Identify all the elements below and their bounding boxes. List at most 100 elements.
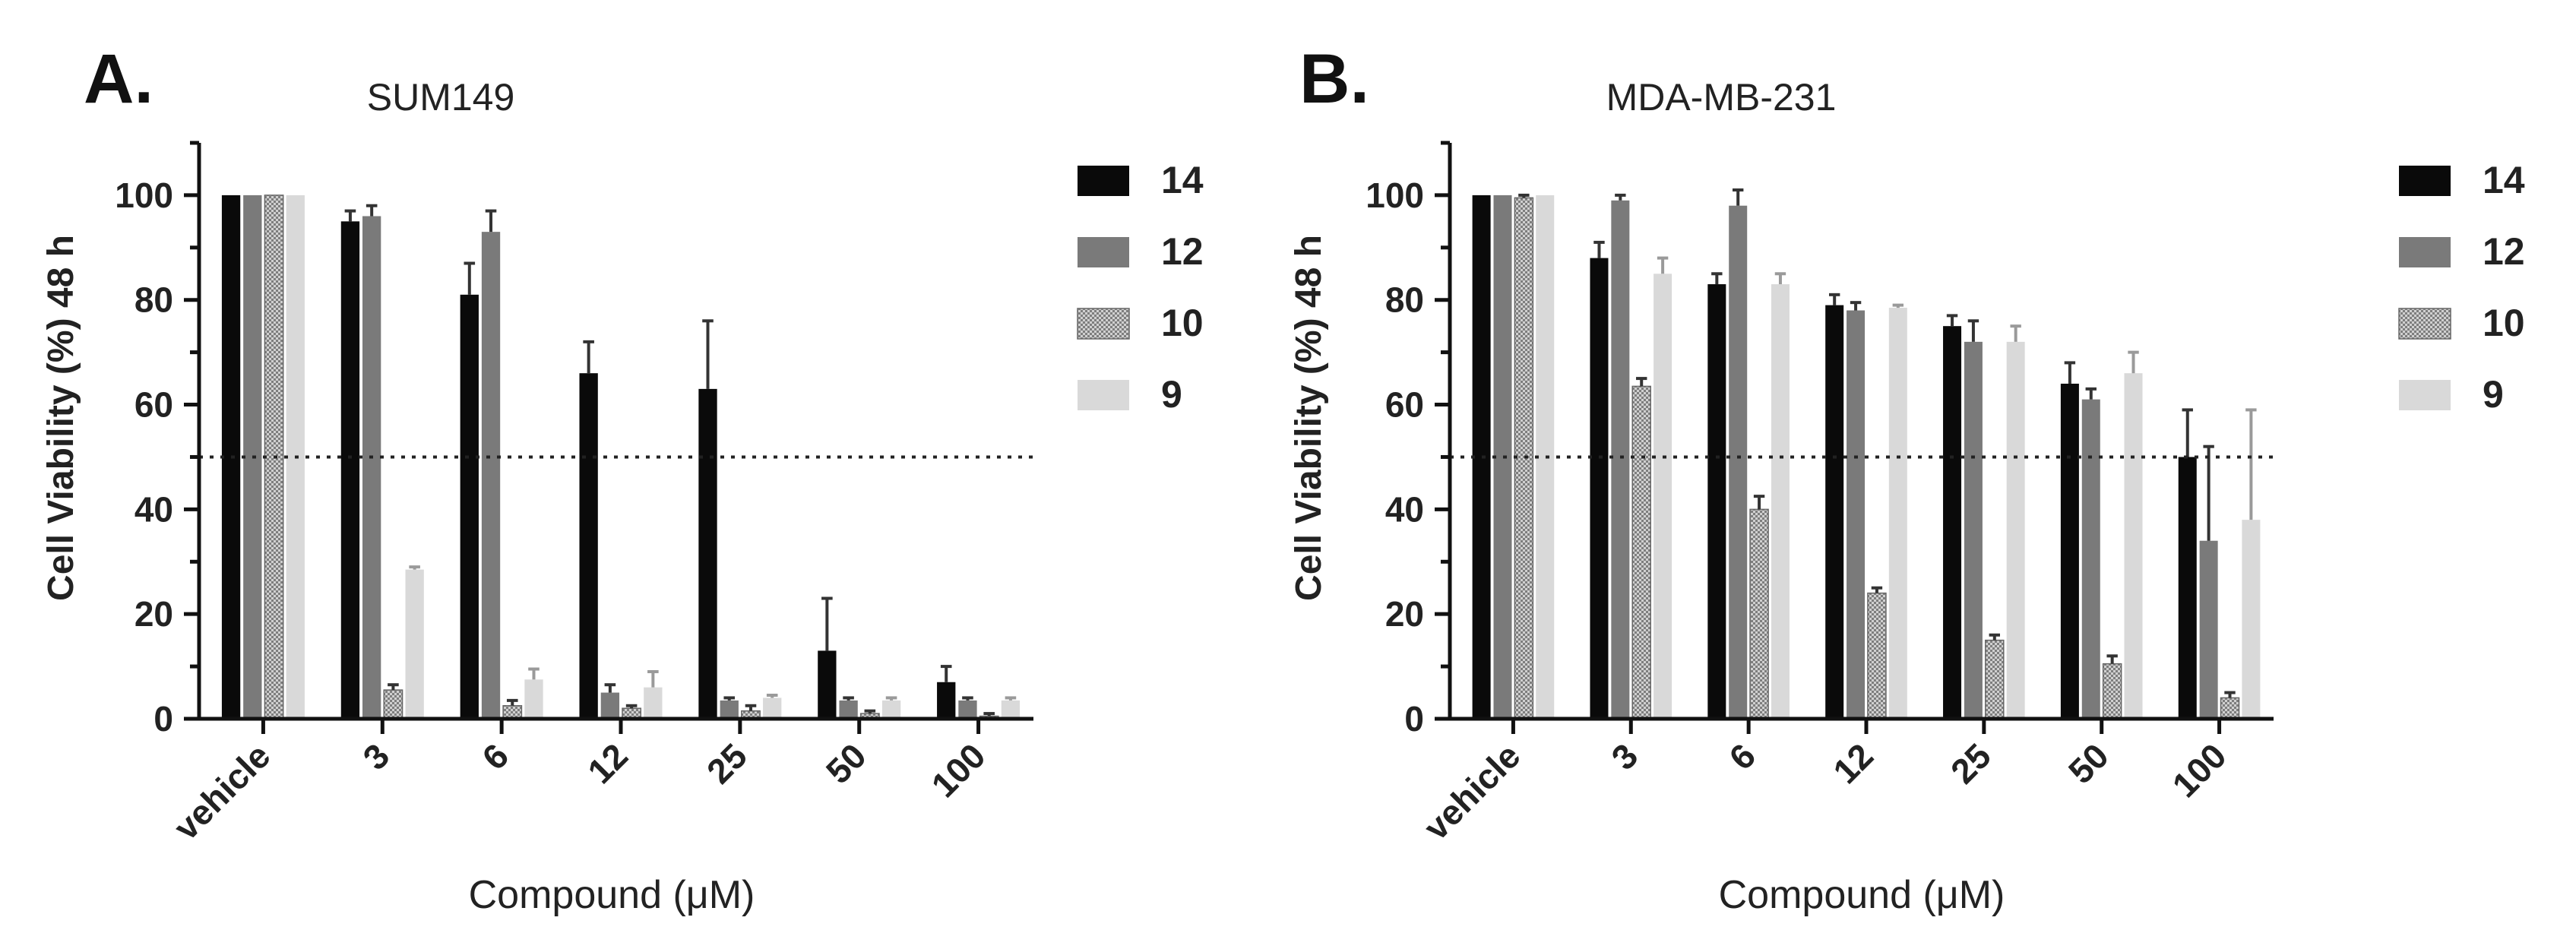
panel-b-bar-10-50 [2102,663,2122,720]
panel-a-bar-14-12 [579,373,598,719]
panel-a-x-axis-label: Compound (μM) [469,873,755,917]
panel-a-bar-12-25 [720,700,739,719]
panel-b-y-tick-label: 100 [1366,176,1424,215]
panel-b-legend-swatch-12 [2399,237,2451,267]
panel-b-x-tick-label: 3 [1603,735,1645,777]
panel-b-bar-10-100 [2220,697,2240,720]
panel-a-bar-12-6 [481,232,501,719]
panel-a-x-tick-label: vehicle [166,735,277,847]
panel-b-bar-12-3 [1611,200,1630,719]
panel-b-bar-14-50 [2060,383,2079,719]
panel-a-x-tick-label: 100 [924,735,993,805]
panel-b-legend-label-9: 9 [2483,373,2504,416]
panel-b-bar-9-3 [1654,274,1673,720]
panel-b-bar-12-6 [1729,205,1748,719]
panel-a-legend-swatch-14 [1078,166,1129,196]
panel-b-title: MDA-MB-231 [1606,76,1837,119]
panel-b-legend-swatch-10 [2398,308,2451,340]
panel-b-x-tick-label: 6 [1721,735,1763,777]
panel-b-bar-14-100 [2178,457,2197,719]
panel-b-x-axis-label: Compound (μM) [1719,873,2005,917]
panel-a-bar-9-3 [405,569,424,719]
panel-b-bar-10-3 [1631,385,1651,720]
panel-a-y-tick-label: 60 [134,385,173,425]
panel-b-bar-9-vehicle [1536,195,1555,720]
panel-a-legend-label-14: 14 [1161,159,1204,201]
panel-b-bar-12-100 [2199,540,2218,719]
panel-b-legend-label-12: 12 [2483,230,2525,273]
panel-b-bar-14-3 [1590,258,1609,720]
panel-a-legend-swatch-10 [1077,308,1130,340]
panel-b-y-tick-label: 40 [1385,489,1424,529]
panel-b-x-tick-label: vehicle [1416,735,1527,847]
panel-a-legend-swatch-12 [1078,237,1129,267]
panel-a-bar-9-6 [524,679,543,719]
panel-b-bar-12-vehicle [1493,195,1512,720]
panel-a-bar-14-25 [698,388,717,719]
panel-b: B. MDA-MB-231 Cell Viability (%) 48 h Co… [1289,40,2525,917]
panel-b-x-tick-label: 100 [2165,735,2234,805]
panel-a-legend-label-9: 9 [1161,373,1182,416]
panel-a-y-tick-label: 100 [115,176,173,215]
panel-b-bar-14-vehicle [1472,195,1491,720]
panel-b-y-tick-label: 0 [1404,699,1424,739]
panel-b-bar-14-6 [1707,284,1726,719]
panel-a-bar-9-100 [1001,700,1021,719]
panel-b-bar-9-100 [2242,520,2261,719]
panel-b-bar-12-50 [2081,399,2100,719]
panel-a-x-tick-label: 6 [474,735,516,777]
panel-b-y-tick-label: 20 [1385,594,1424,634]
panel-b-plot: vehicle 3 6 12 25 50 100 0 20 40 60 80 100 [1366,141,2274,847]
panel-b-bar-14-12 [1825,305,1844,720]
panel-b-x-tick-label: 50 [2061,735,2116,791]
panel-b-bar-10-25 [1985,639,2005,720]
panel-b-x-tick-label: 25 [1943,735,1998,791]
panel-a-bar-14-100 [937,682,956,719]
panel-a-y-axis-label: Cell Viability (%) 48 h [41,235,81,601]
panel-b-bar-12-25 [1964,341,1983,719]
panel-a-plot: vehicle 3 6 12 25 50 100 0 20 40 60 80 100 [115,141,1033,847]
panel-a-y-tick-label: 40 [134,489,173,529]
panel-b-y-axis-label: Cell Viability (%) 48 h [1289,235,1329,601]
panel-b-bar-10-12 [1867,592,1887,720]
panel-a-legend-label-12: 12 [1161,230,1204,273]
panel-b-bar-14-25 [1943,326,1962,719]
panel-b-bar-9-12 [1888,308,1907,720]
panel-a-y-tick-label: 80 [134,280,173,320]
panel-a-bar-12-3 [362,216,381,719]
panel-b-y-tick-label: 80 [1385,280,1424,320]
panel-a-bar-14-3 [340,221,360,719]
panel-b-bar-10-6 [1749,508,1769,720]
panel-a-bar-10-6 [502,705,523,720]
panel-b-bar-12-12 [1847,310,1866,719]
panel-a-label: A. [84,40,153,118]
panel-a-bar-14-50 [818,650,837,719]
panel-a-x-tick-label: 12 [580,735,635,791]
panel-b-label: B. [1299,40,1369,118]
panel-a-bar-9-25 [763,698,782,719]
panel-a-bar-10-3 [383,689,403,720]
panel-a-bar-12-100 [958,700,977,719]
panel-b-x-tick-label: 12 [1825,735,1881,791]
panel-a-bar-9-12 [644,687,663,719]
panel-a-title: SUM149 [367,76,515,119]
panel-b-legend-label-10: 10 [2483,302,2525,344]
panel-a-x-tick-label: 3 [355,735,397,777]
panel-a-legend-swatch-9 [1078,380,1129,410]
panel-b-legend: 14 12 10 9 [2398,159,2525,416]
panel-b-legend-swatch-9 [2399,380,2451,410]
panel-a-legend: 14 12 10 9 [1077,159,1204,416]
panel-a: A. SUM149 Cell Viability (%) 48 h Compou… [41,40,1204,917]
panel-b-legend-label-14: 14 [2483,159,2525,201]
panel-b-bar-9-50 [2124,373,2143,719]
panel-b-legend-swatch-14 [2399,166,2451,196]
panel-a-bar-9-50 [881,700,901,719]
panel-a-x-tick-label: 50 [818,735,874,791]
panel-b-bar-9-25 [2006,341,2025,719]
panel-a-bar-12-50 [839,700,858,719]
panel-a-x-tick-label: 25 [699,735,755,791]
panel-a-y-tick-label: 0 [153,699,173,739]
panel-a-bar-12-12 [600,692,620,719]
panel-b-y-tick-label: 60 [1385,385,1424,425]
